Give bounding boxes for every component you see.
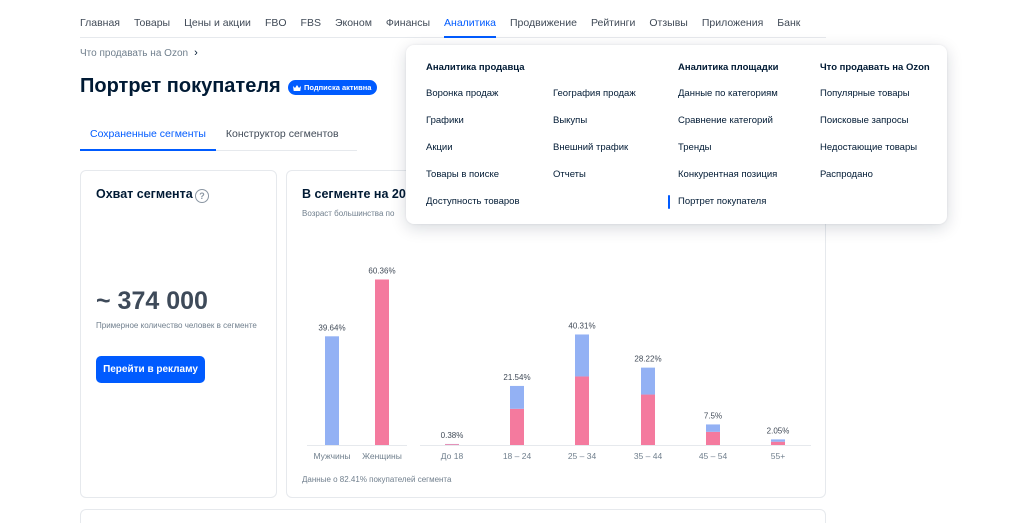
menu-item-missing-products[interactable]: Недостающие товары <box>820 142 918 153</box>
nav-item-8[interactable]: Продвижение <box>510 17 577 29</box>
tick-label-age-3: 35 – 44 <box>634 451 663 461</box>
bar-age-female-1 <box>510 408 524 445</box>
bar-age-female-4 <box>706 431 720 445</box>
subscription-badge-label: Подписка активна <box>304 83 372 92</box>
bar-age-male-1 <box>510 385 524 409</box>
nav-item-6[interactable]: Финансы <box>385 17 431 29</box>
nav-item-12[interactable]: Банк <box>777 17 801 29</box>
menu-item-search-queries[interactable]: Поисковые запросы <box>820 115 909 126</box>
bar-label-age-3: 28.22% <box>634 355 661 364</box>
menu-item-buyouts[interactable]: Выкупы <box>553 115 588 126</box>
bar-gender-1 <box>375 279 389 445</box>
menu-item-competitive-position[interactable]: Конкурентная позиция <box>678 169 778 180</box>
chart-title: В сегменте на 20. <box>302 187 410 201</box>
tick-label-age-4: 45 – 54 <box>699 451 728 461</box>
menu-item-search-products[interactable]: Товары в поиске <box>426 169 500 180</box>
menu-item-category-comparison[interactable]: Сравнение категорий <box>678 115 773 126</box>
subscription-badge: Подписка активна <box>288 80 378 95</box>
reach-title: Охват сегмента <box>96 187 193 201</box>
platform-analytics-heading: Аналитика площадки <box>678 62 779 73</box>
tick-label-gender-0: Мужчины <box>313 451 350 461</box>
bar-gender-0 <box>325 336 339 445</box>
nav-item-7[interactable]: Аналитика <box>444 14 496 38</box>
reach-value: ~ 374 000 <box>96 287 208 315</box>
tick-label-age-0: До 18 <box>441 451 464 461</box>
chevron-right-icon: › <box>194 47 198 59</box>
bar-age-male-5 <box>771 439 785 442</box>
nav-item-1[interactable]: Товары <box>133 17 171 29</box>
menu-item-sales-funnel[interactable]: Воронка продаж <box>426 88 499 99</box>
menu-item-buyer-portrait[interactable]: Портрет покупателя <box>678 196 767 207</box>
menu-item-graphs[interactable]: Графики <box>426 115 464 126</box>
bar-age-male-3 <box>641 367 655 395</box>
bar-age-male-2 <box>575 334 589 377</box>
nav-item-4[interactable]: FBS <box>300 17 321 29</box>
segment-tabs: Сохраненные сегменты Конструктор сегмент… <box>80 123 357 151</box>
tick-label-age-2: 25 – 34 <box>568 451 597 461</box>
tick-label-age-5: 55+ <box>771 451 785 461</box>
seller-analytics-heading: Аналитика продавца <box>426 62 525 73</box>
bar-label-gender-1: 60.36% <box>368 266 395 275</box>
bar-label-age-4: 7.5% <box>704 411 722 420</box>
bar-label-age-2: 40.31% <box>568 321 595 330</box>
bar-age-female-0 <box>445 444 459 445</box>
breadcrumb-label[interactable]: Что продавать на Ozon <box>80 47 189 59</box>
page-title: Портрет покупателя <box>80 75 281 97</box>
what-to-sell-heading: Что продавать на Ozon <box>820 62 930 73</box>
bar-label-age-5: 2.05% <box>767 426 790 435</box>
nav-item-5[interactable]: Эконом <box>334 17 372 29</box>
chart-footnote: Данные о 82.41% покупателей сегмента <box>302 475 452 484</box>
reach-caption: Примерное количество человек в сегменте <box>96 321 257 330</box>
menu-item-sold-out[interactable]: Распродано <box>820 169 873 180</box>
tab-segment-builder[interactable]: Конструктор сегментов <box>225 128 339 140</box>
menu-item-popular-products[interactable]: Популярные товары <box>820 88 910 99</box>
analytics-dropdown-menu: Аналитика продавца Воронка продаж График… <box>406 45 947 224</box>
tick-label-age-1: 18 – 24 <box>503 451 532 461</box>
menu-item-reports[interactable]: Отчеты <box>553 169 586 180</box>
top-navigation: Главная Товары Цены и акции FBO FBS Эконом Фин… <box>80 14 826 38</box>
tick-label-gender-1: Женщины <box>362 451 402 461</box>
bar-label-age-0: 0.38% <box>441 431 464 440</box>
menu-item-promotions[interactable]: Акции <box>426 142 453 153</box>
chart-subtitle: Возраст большинства по <box>302 209 395 218</box>
nav-item-3[interactable]: FBO <box>264 17 287 29</box>
bar-age-male-4 <box>706 424 720 432</box>
active-menu-indicator <box>668 195 670 209</box>
demographics-chart: 39.64% Мужчины 60.36% Женщины 0.38% До 18 21.5… <box>307 266 811 461</box>
segment-chart-card: В сегменте на 20. Возраст большинства по… <box>286 170 826 498</box>
segment-reach-card: Охват сегмента ? ~ 374 000 Примерное кол… <box>80 170 277 498</box>
bar-age-female-5 <box>771 441 785 445</box>
tab-saved-segments[interactable]: Сохраненные сегменты <box>80 123 216 151</box>
bar-age-female-2 <box>575 376 589 445</box>
nav-item-2[interactable]: Цены и акции <box>184 17 251 29</box>
menu-item-product-availability[interactable]: Доступность товаров <box>426 196 520 207</box>
nav-item-10[interactable]: Отзывы <box>649 17 688 29</box>
bar-label-gender-0: 39.64% <box>318 323 345 332</box>
bar-age-female-3 <box>641 394 655 445</box>
nav-item-9[interactable]: Рейтинги <box>590 17 636 29</box>
bar-label-age-1: 21.54% <box>503 373 530 382</box>
breadcrumb[interactable]: Что продавать на Ozon › <box>80 47 198 59</box>
menu-item-external-traffic[interactable]: Внешний трафик <box>553 142 629 153</box>
menu-item-sales-geography[interactable]: География продаж <box>553 88 636 99</box>
go-to-ads-button[interactable]: Перейти в рекламу <box>96 356 205 383</box>
bottom-card <box>80 509 826 523</box>
crown-icon <box>293 84 301 91</box>
nav-item-0[interactable]: Главная <box>80 17 120 29</box>
help-icon[interactable]: ? <box>195 189 209 203</box>
menu-item-trends[interactable]: Тренды <box>678 142 712 153</box>
menu-item-category-data[interactable]: Данные по категориям <box>678 88 778 99</box>
nav-item-11[interactable]: Приложения <box>701 17 764 29</box>
